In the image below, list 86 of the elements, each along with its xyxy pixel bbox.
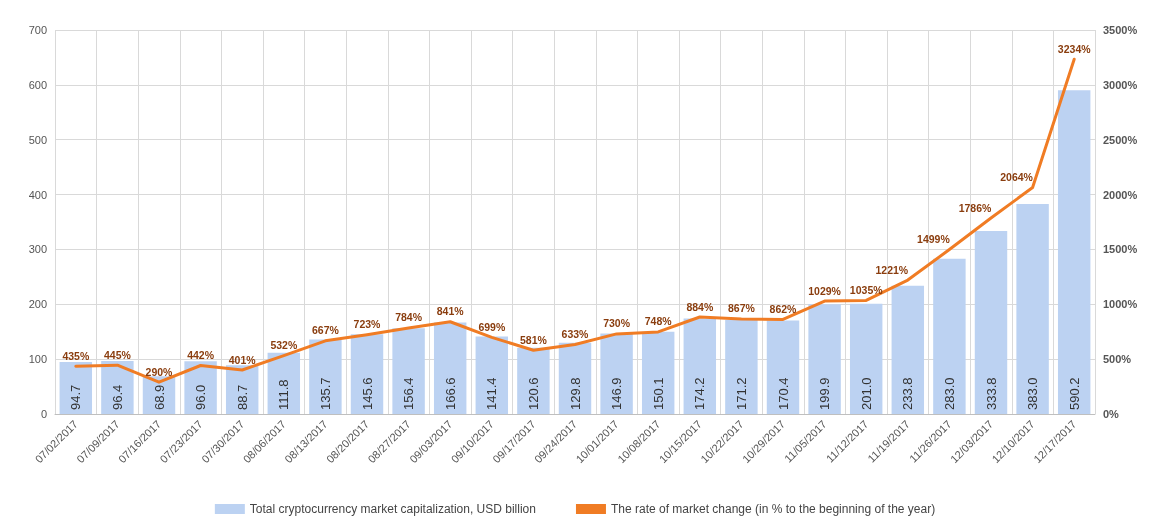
data-label: 174.2 <box>692 377 708 410</box>
data-label: 290% <box>145 365 174 378</box>
bar <box>350 334 384 414</box>
data-label: 841% <box>436 305 465 318</box>
y2-tick-label: 1500% <box>1103 243 1138 256</box>
data-label: 784% <box>395 311 423 324</box>
bar <box>683 318 717 414</box>
data-label: 442% <box>187 349 215 362</box>
data-label: 730% <box>603 317 631 330</box>
data-label: 1029% <box>808 284 842 297</box>
legend-label: Total cryptocurrency market capitalization, USD billion <box>249 502 536 516</box>
data-label: 171.2 <box>733 377 749 410</box>
data-label: 445% <box>103 348 132 361</box>
data-label: 383.0 <box>1025 377 1041 410</box>
y-tick-label: 0 <box>40 408 47 420</box>
data-label: 150.1 <box>650 377 666 410</box>
bar <box>933 258 966 414</box>
y2-tick-label: 3500% <box>1103 24 1138 36</box>
data-label: 170.4 <box>775 377 791 410</box>
data-label: 884% <box>686 300 714 313</box>
bar <box>433 322 467 414</box>
y-tick-label: 600 <box>28 78 47 91</box>
bar <box>600 333 633 414</box>
data-label: 129.8 <box>567 377 583 410</box>
data-label: 120.6 <box>525 377 541 410</box>
data-label: 166.6 <box>442 377 458 410</box>
y-tick-label: 400 <box>28 188 47 201</box>
data-label: 94.7 <box>68 384 84 410</box>
bar <box>725 320 758 414</box>
y2-tick-label: 3000% <box>1103 78 1138 91</box>
data-label: 867% <box>727 302 756 315</box>
data-label: 1499% <box>917 233 951 246</box>
data-label: 96.0 <box>193 384 209 410</box>
data-label: 283.0 <box>941 377 957 410</box>
data-label: 96.4 <box>109 384 125 410</box>
bar <box>1016 203 1049 414</box>
bar <box>974 230 1008 414</box>
data-label: 135.7 <box>317 377 333 410</box>
bar <box>309 339 342 414</box>
legend-label: The rate of market change (in % to the beginning of the year) <box>610 502 936 516</box>
data-label: 146.9 <box>609 377 625 410</box>
data-label: 748% <box>644 315 673 328</box>
bar <box>891 285 925 414</box>
data-label: 333.8 <box>983 377 999 410</box>
data-label: 590.2 <box>1066 377 1082 410</box>
bar <box>849 303 883 414</box>
data-label: 633% <box>561 328 590 341</box>
data-label: 3234% <box>1057 42 1092 55</box>
data-label: 699% <box>478 320 506 333</box>
y-tick-label: 300 <box>28 243 47 256</box>
bar <box>641 331 675 414</box>
data-label: 141.4 <box>484 377 500 410</box>
y2-tick-label: 0% <box>1103 408 1120 420</box>
data-label: 199.9 <box>817 377 833 410</box>
data-label: 1786% <box>958 201 993 214</box>
y-tick-label: 700 <box>28 24 47 36</box>
bar <box>475 336 509 414</box>
bar <box>808 304 841 414</box>
bar <box>392 328 425 414</box>
y-tick-label: 200 <box>28 298 47 311</box>
data-label: 581% <box>519 333 548 346</box>
data-label: 1221% <box>875 263 909 276</box>
y2-tick-label: 1000% <box>1103 298 1138 311</box>
data-label: 201.0 <box>858 377 874 410</box>
bar <box>517 347 550 414</box>
data-label: 435% <box>62 349 90 362</box>
data-label: 2064% <box>1000 171 1034 184</box>
y-tick-label: 100 <box>28 353 47 366</box>
data-label: 667% <box>311 324 340 337</box>
data-label: 111.8 <box>276 379 292 410</box>
data-label: 401% <box>228 353 257 366</box>
data-label: 68.9 <box>151 384 167 410</box>
data-label: 532% <box>270 339 298 352</box>
data-label: 233.8 <box>900 377 916 410</box>
bar <box>766 320 800 414</box>
data-label: 156.4 <box>401 377 417 410</box>
data-label: 862% <box>769 302 798 315</box>
data-label: 1035% <box>849 283 884 296</box>
data-label: 723% <box>353 318 382 331</box>
y2-tick-label: 500% <box>1103 353 1132 366</box>
data-label: 145.6 <box>359 377 375 410</box>
y-tick-label: 500 <box>28 133 47 146</box>
data-label: 88.7 <box>234 384 250 410</box>
y2-tick-label: 2000% <box>1103 188 1138 201</box>
bar <box>1057 90 1091 414</box>
y2-tick-label: 2500% <box>1103 133 1138 146</box>
